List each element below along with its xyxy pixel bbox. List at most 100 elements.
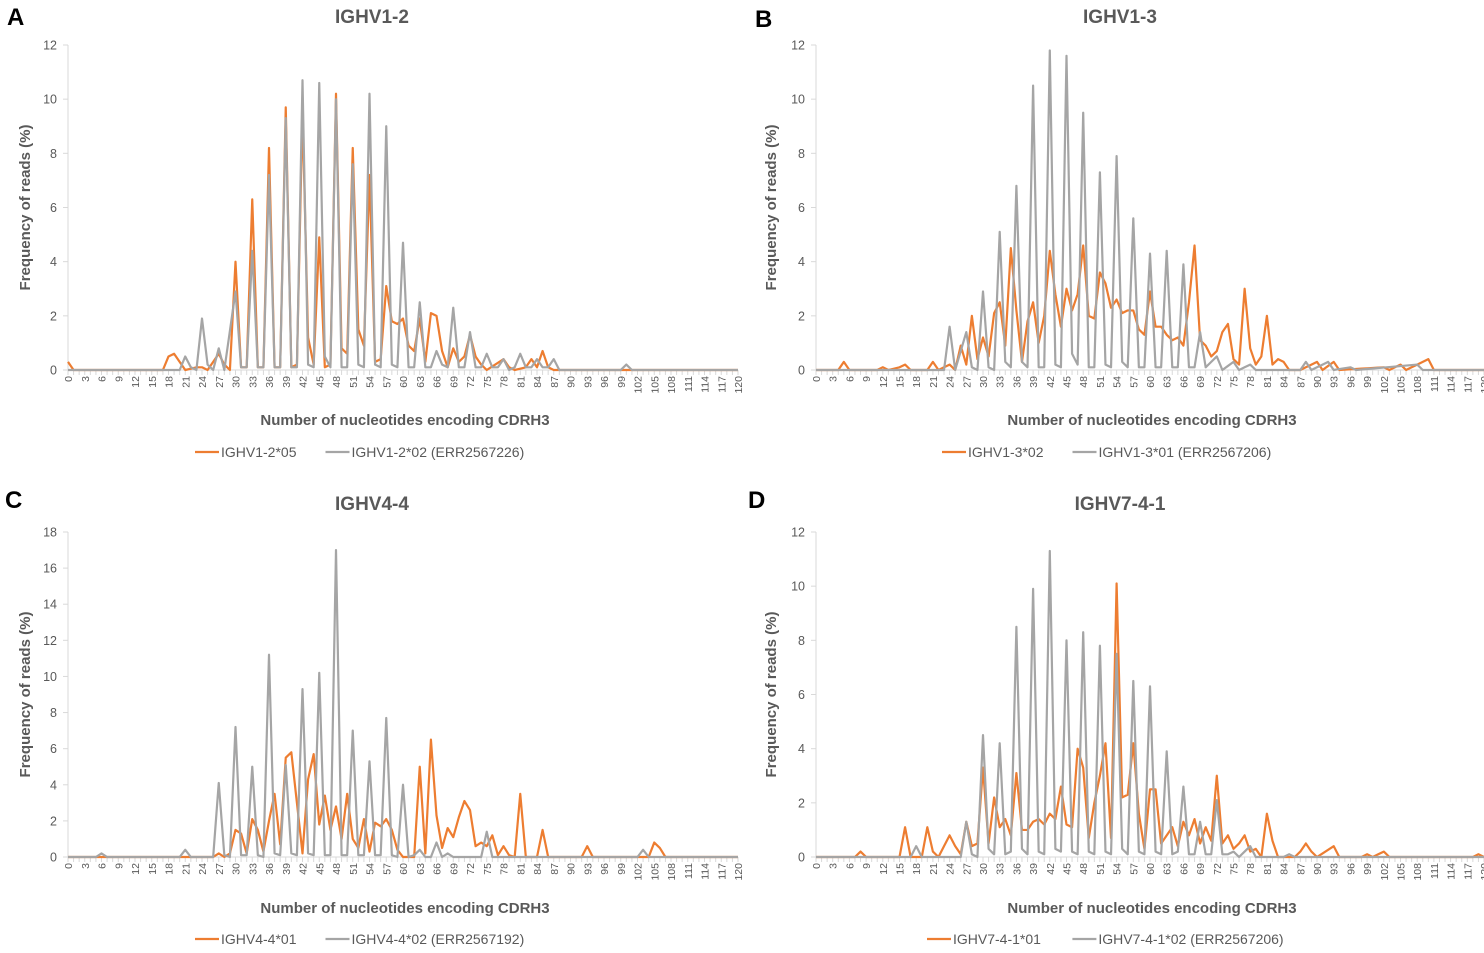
y-tick-label: 12 xyxy=(43,634,57,648)
x-axis-title: Number of nucleotides encoding CDRH3 xyxy=(260,900,549,917)
legend-label: IGHV1-3*02 xyxy=(968,444,1044,460)
x-tick-label: 30 xyxy=(231,376,243,388)
series-line-orange xyxy=(816,582,1484,859)
x-axis-title: Number of nucleotides encoding CDRH3 xyxy=(260,412,549,429)
x-tick-label: 9 xyxy=(113,376,125,382)
x-tick-label: 39 xyxy=(281,376,293,388)
legend: IGHV1-3*02 IGHV1-3*01 (ERR2567206) xyxy=(942,444,1271,460)
y-tick-label: 16 xyxy=(43,562,57,576)
x-tick-label: 96 xyxy=(599,863,611,875)
x-tick-label: 60 xyxy=(398,376,410,388)
x-tick-label: 66 xyxy=(432,863,444,875)
series-line-orange xyxy=(67,92,738,372)
x-tick-label: 114 xyxy=(700,376,712,393)
x-tick-label: 24 xyxy=(945,376,957,388)
x-tick-label: 105 xyxy=(649,376,661,394)
x-tick-label: 66 xyxy=(432,376,444,388)
y-tick-label: 12 xyxy=(43,39,57,53)
x-tick-label: 117 xyxy=(1462,863,1474,880)
x-tick-label: 114 xyxy=(700,863,712,880)
panel-letter: A xyxy=(7,4,24,31)
x-tick-label: 18 xyxy=(911,863,923,875)
y-tick-label: 6 xyxy=(50,201,57,215)
x-tick-label: 30 xyxy=(231,863,243,875)
x-tick-label: 33 xyxy=(247,376,259,388)
x-tick-label: 117 xyxy=(1462,376,1474,393)
legend: IGHV1-2*05 IGHV1-2*02 (ERR2567226) xyxy=(195,444,524,460)
x-tick-label: 42 xyxy=(1045,863,1057,875)
legend-label: IGHV4-4*01 xyxy=(221,931,297,947)
y-tick-label: 4 xyxy=(798,742,805,756)
x-tick-label: 66 xyxy=(1178,863,1190,875)
x-tick-label: 102 xyxy=(1379,376,1391,394)
x-tick-label: 45 xyxy=(1062,376,1074,388)
chart-title: IGHV7-4-1 xyxy=(1075,494,1166,515)
chart-title: IGHV1-3 xyxy=(1083,7,1157,28)
y-tick-label: 2 xyxy=(798,309,805,323)
y-tick-label: 0 xyxy=(798,851,805,865)
legend-label: IGHV1-3*01 (ERR2567206) xyxy=(1099,444,1272,460)
x-tick-label: 6 xyxy=(844,376,856,382)
x-tick-label: 99 xyxy=(1362,376,1374,388)
x-tick-label: 27 xyxy=(214,376,226,388)
x-tick-label: 42 xyxy=(298,863,310,875)
x-tick-label: 99 xyxy=(616,863,628,875)
x-tick-label: 18 xyxy=(164,376,176,388)
x-tick-label: 102 xyxy=(1379,863,1391,881)
x-tick-label: 3 xyxy=(80,863,92,869)
x-tick-label: 6 xyxy=(97,863,109,869)
x-tick-label: 78 xyxy=(1245,376,1257,388)
legend-label: IGHV1-2*02 (ERR2567226) xyxy=(352,444,525,460)
x-tick-label: 57 xyxy=(1128,376,1140,388)
x-tick-label: 39 xyxy=(1028,863,1040,875)
x-tick-label: 81 xyxy=(1262,863,1274,875)
x-tick-label: 87 xyxy=(1295,376,1307,388)
x-tick-label: 33 xyxy=(995,376,1007,388)
panel-letter: D xyxy=(748,487,765,514)
x-tick-label: 117 xyxy=(716,376,728,393)
x-tick-label: 27 xyxy=(961,376,973,388)
x-axis-title: Number of nucleotides encoding CDRH3 xyxy=(1007,412,1296,429)
y-tick-label: 8 xyxy=(798,634,805,648)
x-tick-label: 108 xyxy=(666,376,678,394)
x-tick-label: 9 xyxy=(861,376,873,382)
x-tick-label: 0 xyxy=(63,863,75,869)
x-tick-label: 90 xyxy=(1312,376,1324,388)
x-tick-label: 6 xyxy=(844,863,856,869)
x-tick-label: 96 xyxy=(1345,376,1357,388)
x-tick-label: 63 xyxy=(1162,376,1174,388)
y-tick-label: 10 xyxy=(43,670,57,684)
legend-label: IGHV7-4-1*02 (ERR2567206) xyxy=(1098,931,1283,947)
y-tick-label: 12 xyxy=(791,39,805,53)
x-tick-label: 72 xyxy=(465,376,477,388)
x-tick-label: 78 xyxy=(499,376,511,388)
x-tick-label: 120 xyxy=(1479,863,1484,881)
y-tick-label: 14 xyxy=(43,598,57,612)
x-tick-label: 6 xyxy=(97,376,109,382)
series-line-gray xyxy=(816,49,1484,372)
x-tick-label: 66 xyxy=(1178,376,1190,388)
x-tick-label: 9 xyxy=(113,863,125,869)
x-tick-label: 99 xyxy=(616,376,628,388)
x-tick-label: 36 xyxy=(1011,863,1023,875)
x-tick-label: 84 xyxy=(532,376,544,388)
x-tick-label: 42 xyxy=(1045,376,1057,388)
x-tick-label: 60 xyxy=(1145,376,1157,388)
y-tick-label: 6 xyxy=(50,742,57,756)
x-tick-label: 90 xyxy=(1312,863,1324,875)
legend-label: IGHV7-4-1*01 xyxy=(953,931,1041,947)
x-tick-label: 36 xyxy=(1011,376,1023,388)
chart-title: IGHV4-4 xyxy=(335,494,409,515)
x-tick-label: 102 xyxy=(633,376,645,394)
x-tick-label: 24 xyxy=(197,376,209,388)
y-tick-label: 8 xyxy=(50,706,57,720)
x-axis-title: Number of nucleotides encoding CDRH3 xyxy=(1007,900,1296,917)
x-tick-label: 99 xyxy=(1362,863,1374,875)
x-tick-label: 27 xyxy=(214,863,226,875)
x-tick-label: 30 xyxy=(978,376,990,388)
x-tick-label: 120 xyxy=(1479,376,1484,394)
x-tick-label: 111 xyxy=(1429,863,1441,879)
x-tick-label: 84 xyxy=(1279,376,1291,388)
